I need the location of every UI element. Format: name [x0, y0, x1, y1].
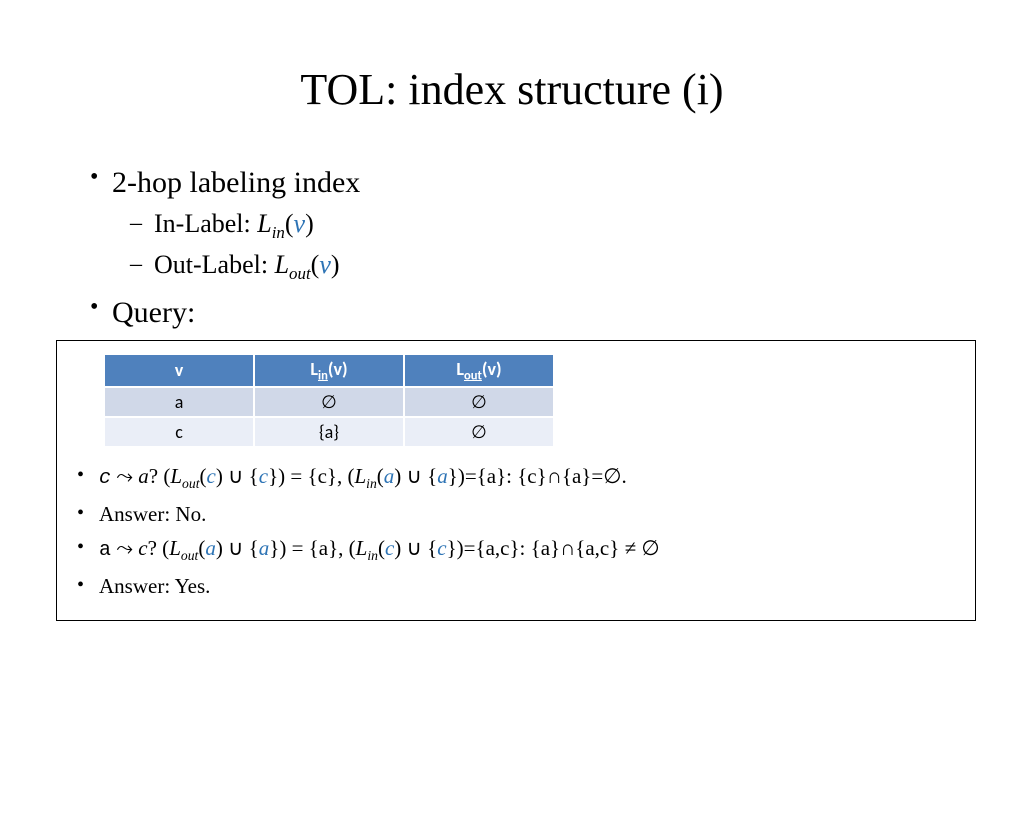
q1-p5: ) ∪ {: [394, 464, 437, 488]
inlabel-sub: in: [272, 223, 285, 242]
q2-a: a: [99, 538, 111, 561]
q1-L2: L: [354, 464, 366, 488]
outlabel-sub: out: [289, 265, 311, 284]
q2-p4: (: [378, 536, 385, 560]
cell-v: a: [104, 387, 254, 417]
q2-var1: a: [205, 536, 216, 560]
outlabel-line: Out-Label: Lout(v): [154, 250, 340, 279]
box-bullet-ans1: Answer: No.: [73, 500, 959, 528]
lout-L: L: [456, 358, 464, 380]
q2-p5: ) ∪ {: [394, 536, 437, 560]
q1-var3: a: [384, 464, 395, 488]
q1-p4: (: [377, 464, 384, 488]
label-table: v Lin(v) Lout(v) a ∅ ∅ c {a} ∅: [103, 353, 555, 449]
q2-var4: c: [437, 536, 446, 560]
box-bullet-q1: c ⤳ a? (Lout(c) ∪ {c}) = {c}, (Lin(a) ∪ …: [73, 462, 959, 494]
box-bullet-ans2: Answer: Yes.: [73, 572, 959, 600]
q2-sub1: out: [181, 548, 198, 563]
sub-bullet-list: In-Label: Lin(v) Out-Label: Lout(v): [130, 208, 968, 285]
outlabel-close: ): [331, 250, 340, 279]
q2-c: c: [138, 536, 147, 560]
bullet-2hop-text: 2-hop labeling index: [112, 166, 360, 199]
q2-sub2: in: [367, 548, 378, 563]
inlabel-line: In-Label: Lin(v): [154, 209, 314, 238]
q2-var2: a: [259, 536, 270, 560]
q2-p6: })={a,c}: {a}∩{a,c} ≠ ∅: [447, 536, 660, 560]
main-bullet-list: 2-hop labeling index In-Label: Lin(v) Ou…: [90, 163, 968, 332]
col-header-lin: Lin(v): [254, 354, 404, 388]
q1-arrow: ⤳: [111, 464, 138, 488]
cell-lout: ∅: [404, 417, 554, 447]
sub-bullet-outlabel: Out-Label: Lout(v): [130, 249, 968, 284]
q1-q: ? (: [149, 464, 171, 488]
q1-var1: c: [206, 464, 215, 488]
q2-L1: L: [169, 536, 181, 560]
inlabel-open: (: [285, 209, 294, 238]
cell-lin: {a}: [254, 417, 404, 447]
q1-var2: c: [259, 464, 268, 488]
col-header-lout: Lout(v): [404, 354, 554, 388]
lout-tail: (v): [482, 358, 502, 380]
outlabel-open: (: [311, 250, 320, 279]
lout-sub: out: [464, 368, 482, 383]
q2-arrow: ⤳: [111, 536, 138, 560]
inlabel-close: ): [305, 209, 314, 238]
table-row: c {a} ∅: [104, 417, 554, 447]
inlabel-L: L: [257, 209, 271, 238]
q1-c: c: [99, 466, 111, 489]
cell-v: c: [104, 417, 254, 447]
cell-lin: ∅: [254, 387, 404, 417]
q1-p2: ) ∪ {: [216, 464, 259, 488]
q1-var4: a: [437, 464, 448, 488]
example-box: v Lin(v) Lout(v) a ∅ ∅ c {a} ∅: [56, 340, 976, 622]
q1-sub2: in: [366, 476, 377, 491]
q1-sub1: out: [182, 476, 199, 491]
q1-a: a: [138, 464, 149, 488]
table-header-row: v Lin(v) Lout(v): [104, 354, 554, 388]
slide-title: TOL: index structure (i): [0, 64, 1024, 115]
cell-lout: ∅: [404, 387, 554, 417]
box-bullet-q2: a ⤳ c? (Lout(a) ∪ {a}) = {a}, (Lin(c) ∪ …: [73, 534, 959, 566]
outlabel-L: L: [275, 250, 289, 279]
lin-tail: (v): [328, 358, 348, 380]
q2-p3: }) = {a}, (: [269, 536, 355, 560]
lin-L: L: [310, 358, 318, 380]
q2-var3: c: [385, 536, 394, 560]
box-bullet-list: c ⤳ a? (Lout(c) ∪ {c}) = {c}, (Lin(a) ∪ …: [73, 462, 959, 600]
bullet-query-text: Query:: [112, 296, 195, 329]
q2-q: ? (: [148, 536, 170, 560]
lin-sub: in: [318, 368, 328, 383]
q1-L1: L: [170, 464, 182, 488]
sub-bullet-inlabel: In-Label: Lin(v): [130, 208, 968, 243]
inlabel-prefix: In-Label:: [154, 209, 257, 238]
inlabel-var: v: [294, 209, 306, 238]
slide-content: 2-hop labeling index In-Label: Lin(v) Ou…: [0, 163, 1024, 332]
q2-p2: ) ∪ {: [216, 536, 259, 560]
bullet-query: Query:: [90, 293, 968, 332]
outlabel-prefix: Out-Label:: [154, 250, 275, 279]
bullet-2hop: 2-hop labeling index In-Label: Lin(v) Ou…: [90, 163, 968, 285]
q2-L2: L: [356, 536, 368, 560]
col-header-v: v: [104, 354, 254, 388]
table-row: a ∅ ∅: [104, 387, 554, 417]
q1-p3: }) = {c}, (: [268, 464, 354, 488]
outlabel-var: v: [319, 250, 331, 279]
q1-p6: })={a}: {c}∩{a}=∅.: [448, 464, 627, 488]
